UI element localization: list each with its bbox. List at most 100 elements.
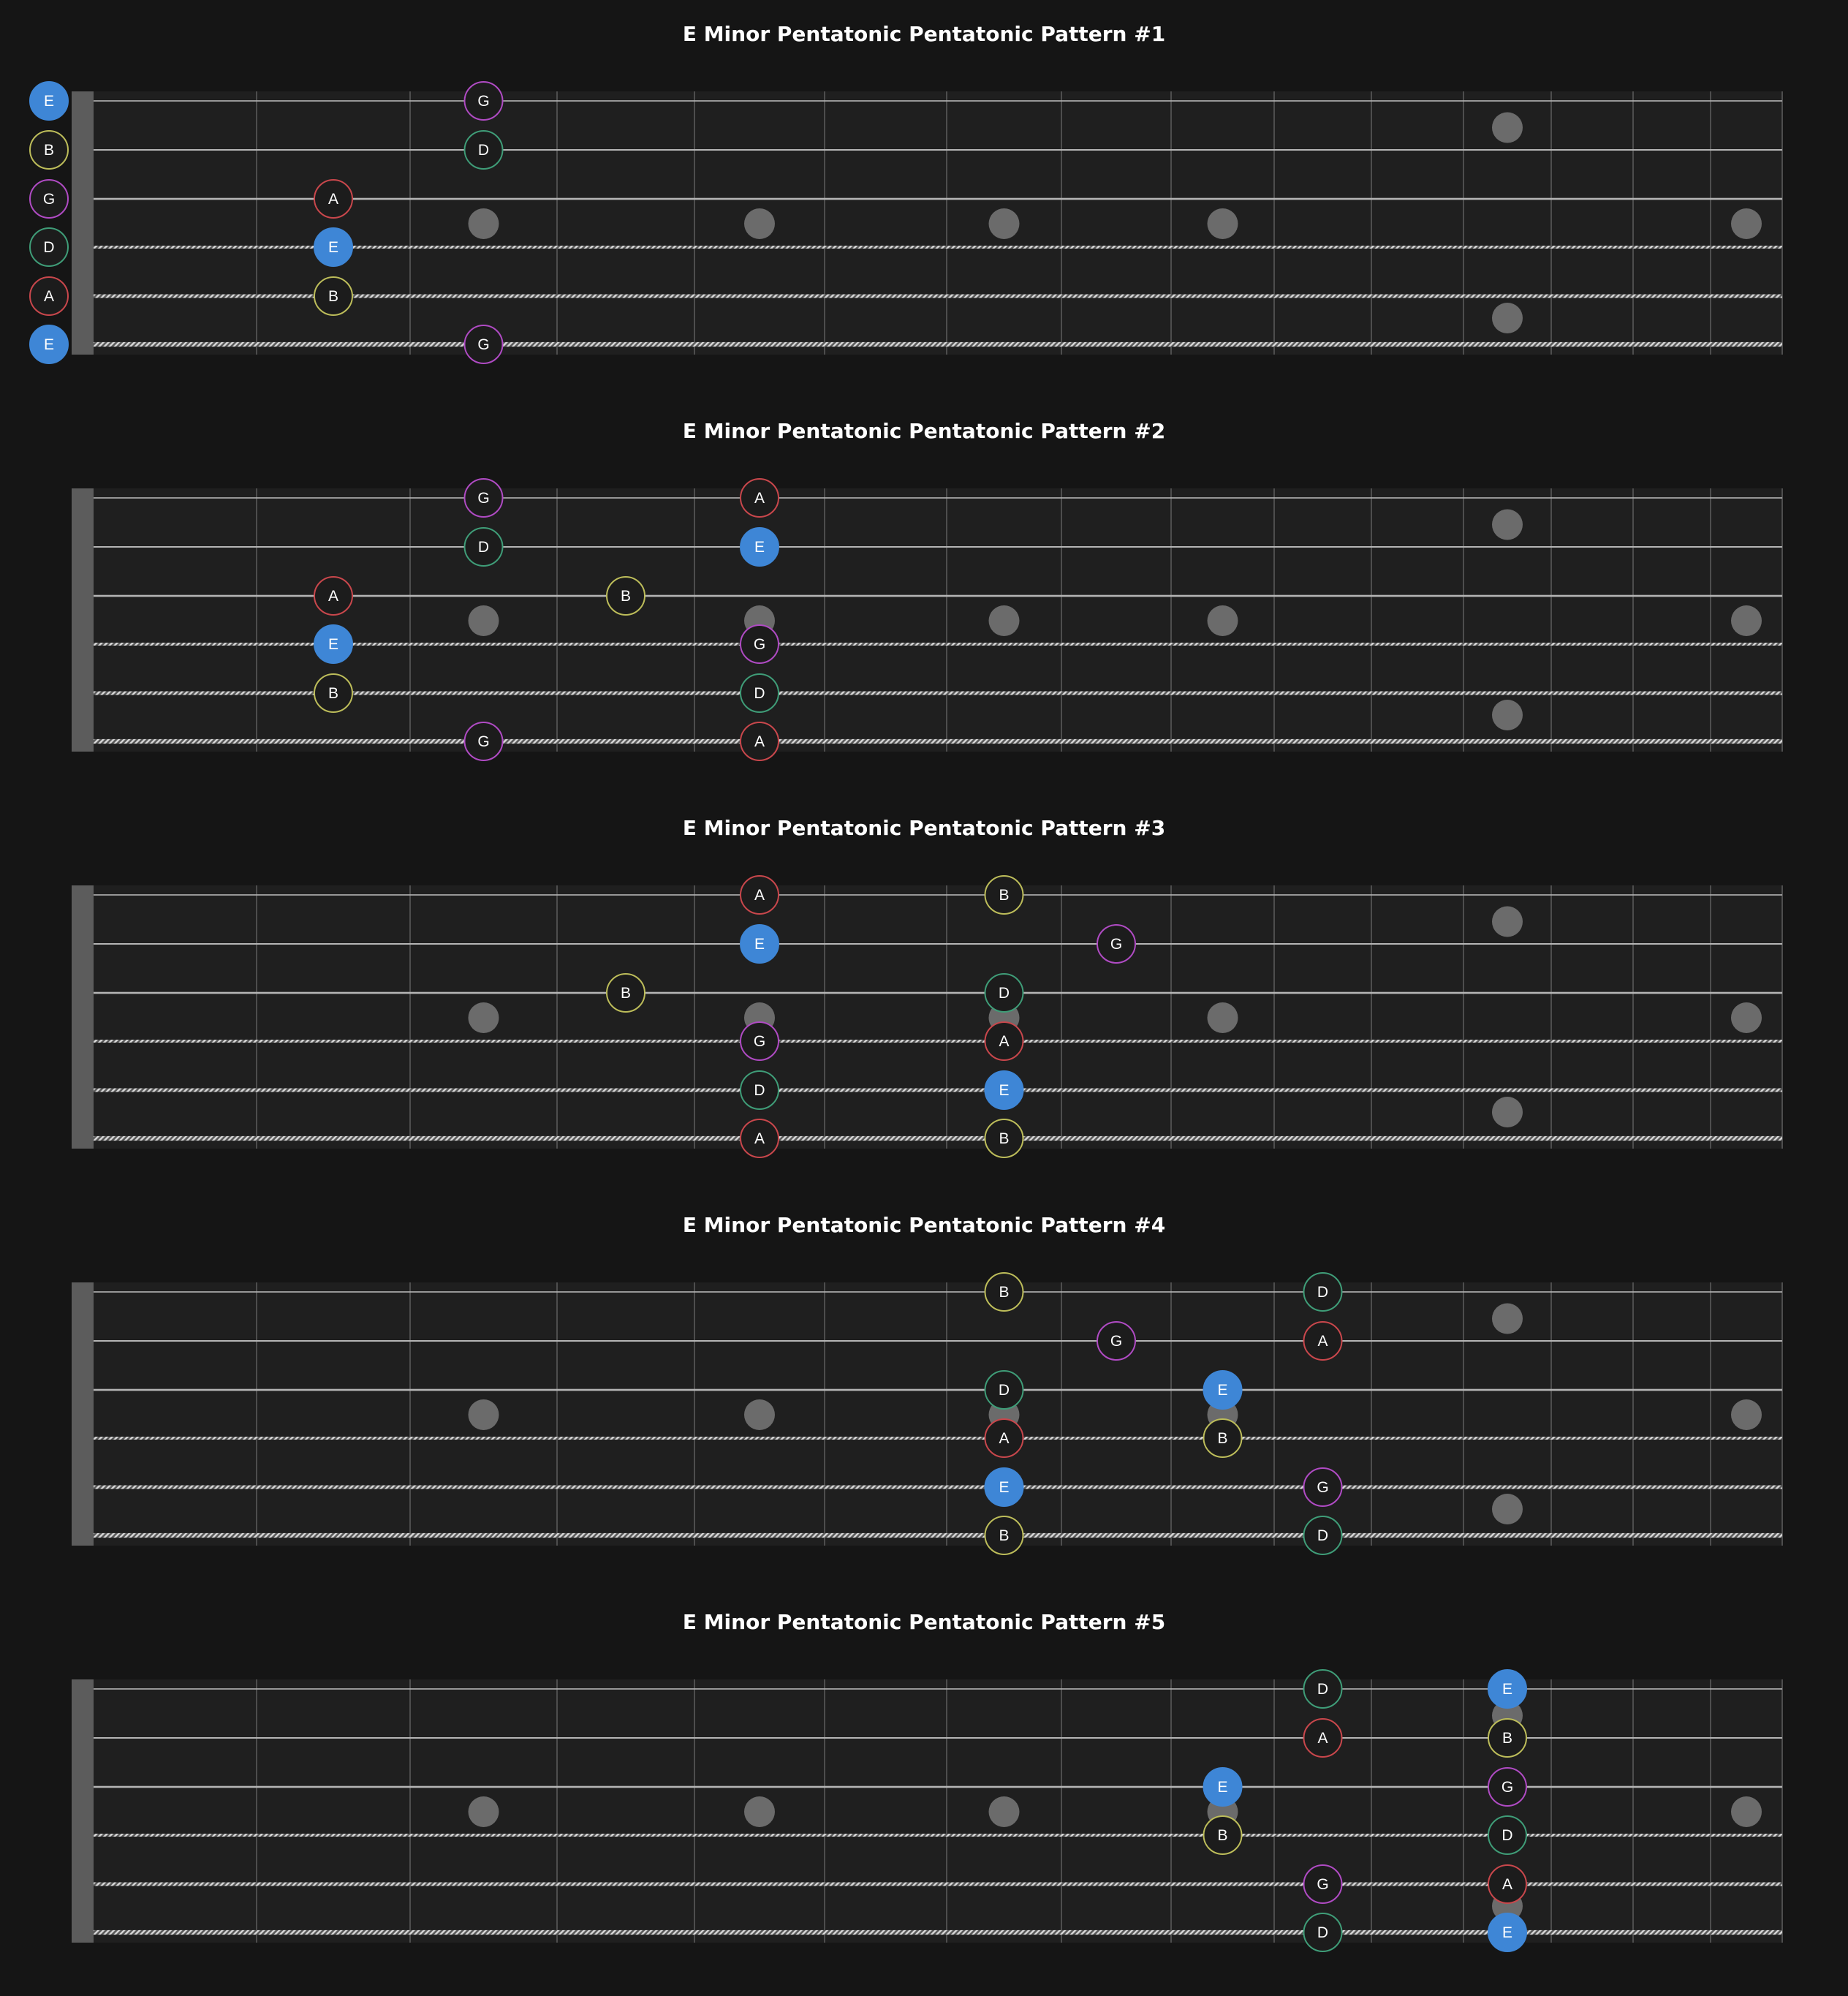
fret-marker-double [1492,1097,1523,1127]
note-label: E [1217,1779,1227,1796]
note-marker: D [463,130,504,170]
string-line [72,1737,1782,1739]
fretboard: D E A B E G B D G A D E [72,1669,1783,1952]
note-label: A [44,288,54,305]
fret-marker-double [1492,1303,1523,1334]
string-line [72,943,1782,945]
fretboard-diagram-1: E Minor Pentatonic Pentatonic Pattern #1… [0,0,1848,396]
string-line [72,1929,1782,1935]
note-marker: G [463,478,504,518]
string-line [72,1882,1782,1886]
string-line [72,1785,1782,1788]
note-label: E [328,239,338,256]
note-label: D [43,239,54,256]
root-note-marker: E [314,624,353,664]
note-label: D [1317,1924,1328,1941]
note-marker: D [740,1070,779,1110]
note-marker: G [29,179,69,219]
note-label: E [1502,1681,1512,1698]
note-label: G [477,733,489,750]
fretboard-wood [72,1679,1782,1943]
note-marker: D [984,973,1024,1013]
fretboard: G A D E A B E G B D G A [72,478,1783,761]
string-line [72,1688,1782,1690]
fret-marker [468,1399,499,1430]
note-label: B [999,887,1009,904]
note-label: B [999,1284,1009,1301]
fret-marker [744,1399,775,1430]
note-marker: G [1488,1767,1527,1807]
note-marker: A [1303,1718,1343,1758]
fret-marker [744,208,775,239]
string-line [72,149,1782,151]
fretboard-diagram-3: E Minor Pentatonic Pentatonic Pattern #3… [0,794,1848,1190]
note-label: D [478,539,489,556]
note-label: G [1317,1876,1328,1893]
note-marker: D [1303,1669,1343,1709]
note-marker: A [314,576,353,616]
note-label: G [1317,1479,1328,1496]
string-line [72,738,1782,744]
fretboard: B D G A D E A B E G B D [72,1272,1783,1555]
note-label: E [1217,1382,1227,1399]
note-label: B [999,1130,1009,1147]
note-label: A [999,1033,1009,1050]
note-marker: B [1488,1718,1527,1758]
fret-marker-double [1492,1494,1523,1524]
string-line [72,991,1782,994]
diagram-title: E Minor Pentatonic Pentatonic Pattern #4 [682,1213,1166,1237]
diagram-title: E Minor Pentatonic Pentatonic Pattern #1 [682,22,1166,46]
fretboard-diagram-2: E Minor Pentatonic Pentatonic Pattern #2… [0,397,1848,793]
nut [72,91,94,355]
fret-marker-double [1492,509,1523,540]
string-line [72,894,1782,896]
note-label: B [44,142,54,159]
string-line [72,1485,1782,1489]
note-label: A [328,588,338,605]
root-note-marker: E [1203,1370,1243,1410]
note-label: A [328,191,338,208]
diagram-title: E Minor Pentatonic Pentatonic Pattern #2 [682,419,1166,443]
note-label: D [1317,1681,1328,1698]
fret-marker [468,605,499,636]
string-line [72,197,1782,200]
note-label: G [477,336,489,353]
fret-marker [744,1796,775,1827]
note-label: E [44,93,54,110]
note-label: B [1217,1827,1227,1844]
fret-marker-double [1492,906,1523,937]
fretboard-wood [72,885,1782,1149]
note-marker: B [314,673,353,713]
string-line [72,1340,1782,1342]
fret-marker [1207,605,1238,636]
note-label: A [1317,1333,1328,1350]
string-line [72,1088,1782,1092]
root-note-marker: E [1488,1669,1527,1709]
note-marker: D [1303,1272,1343,1312]
note-marker: A [740,875,779,915]
string-line [72,1834,1782,1837]
note-label: E [1502,1924,1512,1941]
note-marker: B [314,276,353,316]
string-line [72,341,1782,347]
fret-marker [988,605,1020,636]
note-marker: B [984,1272,1024,1312]
note-label: B [328,685,338,702]
fret-marker [1731,1796,1762,1827]
note-label: B [999,1527,1009,1544]
note-label: G [754,636,765,653]
fret-marker [468,208,499,239]
diagram-title: E Minor Pentatonic Pentatonic Pattern #5 [682,1610,1166,1634]
note-marker: D [29,227,69,267]
diagram-title: E Minor Pentatonic Pentatonic Pattern #3 [682,816,1166,840]
fret-marker [468,1002,499,1033]
note-marker: G [463,325,504,364]
note-marker: B [29,130,69,170]
note-label: D [754,1082,765,1099]
nut [72,488,94,752]
note-marker: A [1488,1864,1527,1904]
string-line [72,1135,1782,1141]
note-label: B [621,985,631,1002]
root-note-marker: E [1203,1767,1243,1807]
fretboard-diagram-4: E Minor Pentatonic Pentatonic Pattern #4… [0,1191,1848,1587]
